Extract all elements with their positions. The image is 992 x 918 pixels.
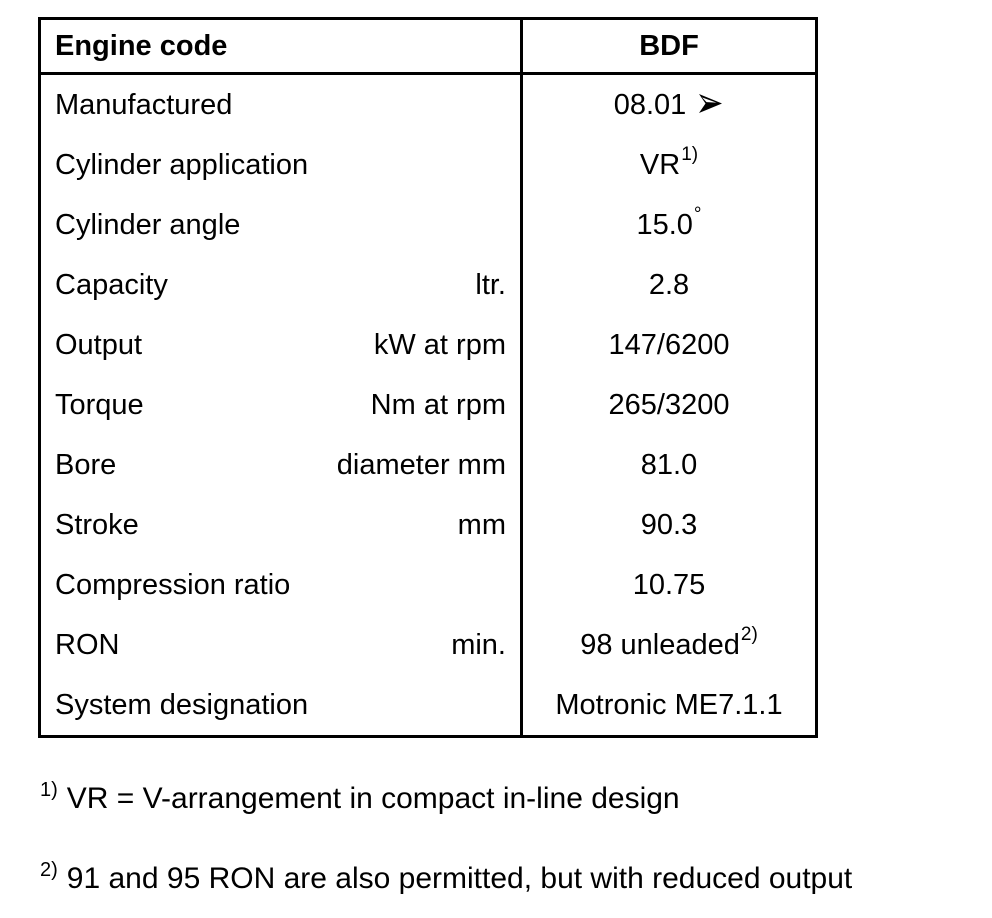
header-label-cell: Engine code [41, 20, 520, 75]
row-label: System designation [55, 688, 309, 721]
row-label-cell: Bore diameter mm [41, 435, 520, 495]
row-label: Stroke [55, 508, 139, 541]
row-label: Output [55, 328, 143, 361]
row-label-cell: System designation [41, 675, 520, 735]
row-label: RON [55, 628, 120, 661]
row-value: 10.75 [632, 568, 706, 601]
footnote-1: 1) VR = V-arrangement in compact in-line … [40, 779, 680, 815]
row-value: 90.3 [640, 508, 698, 541]
row-label: Manufactured [55, 88, 233, 121]
row-label-cell: Compression ratio [41, 555, 520, 615]
row-value: 265/3200 [608, 388, 730, 421]
footnote-1-marker: 1) [40, 779, 58, 801]
header-value-cell: BDF [520, 20, 815, 75]
row-label-cell: Manufactured [41, 75, 520, 135]
row-label-cell: Torque Nm at rpm [41, 375, 520, 435]
row-value: VR [639, 148, 681, 181]
row-value-cell: 15.0 ° [520, 195, 815, 255]
row-value: 147/6200 [608, 328, 730, 361]
row-unit: kW at rpm [373, 328, 506, 361]
row-label: Capacity [55, 268, 168, 301]
row-label-cell: Stroke mm [41, 495, 520, 555]
row-label: Bore [55, 448, 117, 481]
row-unit: mm [457, 508, 506, 541]
row-label-cell: Output kW at rpm [41, 315, 520, 375]
row-value: 98 unleaded [580, 628, 740, 661]
row-label: Torque [55, 388, 144, 421]
row-value: 2.8 [648, 268, 690, 301]
row-value-cell: 2.8 [520, 255, 815, 315]
row-label-cell: Cylinder application [41, 135, 520, 195]
row-unit: diameter mm [336, 448, 506, 481]
row-value: Motronic ME7.1.1 [555, 688, 783, 721]
degree-symbol: ° [693, 203, 702, 225]
row-value-cell: VR 1) [520, 135, 815, 195]
row-value-cell: 147/6200 [520, 315, 815, 375]
row-value-cell: 98 unleaded 2) [520, 615, 815, 675]
row-unit: Nm at rpm [370, 388, 506, 421]
header-value: BDF [639, 29, 699, 62]
row-label-cell: Cylinder angle [41, 195, 520, 255]
footnote-2-marker: 2) [40, 859, 58, 881]
row-value-cell: 81.0 [520, 435, 815, 495]
row-value: 15.0 [636, 208, 693, 241]
row-label-cell: RON min. [41, 615, 520, 675]
footnote-2: 2) 91 and 95 RON are also permitted, but … [40, 859, 853, 895]
row-label: Cylinder application [55, 148, 309, 181]
row-value-cell: 265/3200 [520, 375, 815, 435]
value-superscript: 1) [681, 143, 699, 165]
row-label: Cylinder angle [55, 208, 241, 241]
engine-spec-table: Engine code BDF Manufactured 08.01 Cylin… [38, 17, 818, 738]
row-label-cell: Capacity ltr. [41, 255, 520, 315]
row-value-cell: 90.3 [520, 495, 815, 555]
row-unit: min. [451, 628, 506, 661]
row-label: Compression ratio [55, 568, 291, 601]
footnote-1-text: VR = V-arrangement in compact in-line de… [66, 782, 680, 815]
row-value-cell: 10.75 [520, 555, 815, 615]
row-unit: ltr. [475, 268, 506, 301]
footnote-2-text: 91 and 95 RON are also permitted, but wi… [66, 862, 853, 895]
forward-arrowhead-icon [697, 92, 724, 115]
header-label: Engine code [55, 29, 228, 62]
row-value: 81.0 [640, 448, 698, 481]
row-value-cell: Motronic ME7.1.1 [520, 675, 815, 735]
row-value-cell: 08.01 [520, 75, 815, 135]
value-superscript: 2) [740, 623, 758, 645]
row-value: 08.01 [613, 88, 687, 121]
